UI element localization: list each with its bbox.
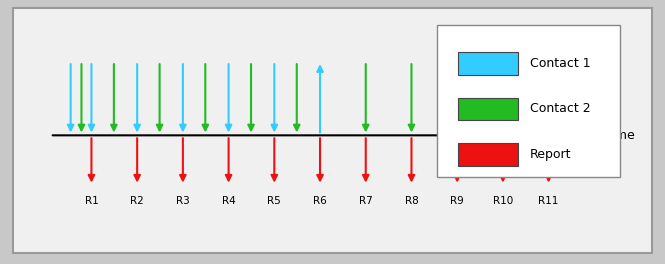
Text: Report: Report — [530, 148, 571, 161]
FancyBboxPatch shape — [438, 25, 620, 177]
Text: R6: R6 — [313, 196, 327, 206]
Text: R1: R1 — [84, 196, 98, 206]
Text: Contact 1: Contact 1 — [530, 57, 591, 70]
Text: R2: R2 — [130, 196, 144, 206]
Bar — [458, 143, 518, 166]
Text: R8: R8 — [404, 196, 418, 206]
Text: R11: R11 — [539, 196, 559, 206]
Text: Contact 2: Contact 2 — [530, 102, 591, 115]
Text: R7: R7 — [359, 196, 372, 206]
Text: R5: R5 — [267, 196, 281, 206]
Bar — [458, 98, 518, 120]
Text: R9: R9 — [450, 196, 464, 206]
Text: R10: R10 — [493, 196, 513, 206]
Text: R4: R4 — [221, 196, 235, 206]
Bar — [458, 52, 518, 75]
Text: R3: R3 — [176, 196, 190, 206]
Text: Time: Time — [604, 129, 635, 142]
